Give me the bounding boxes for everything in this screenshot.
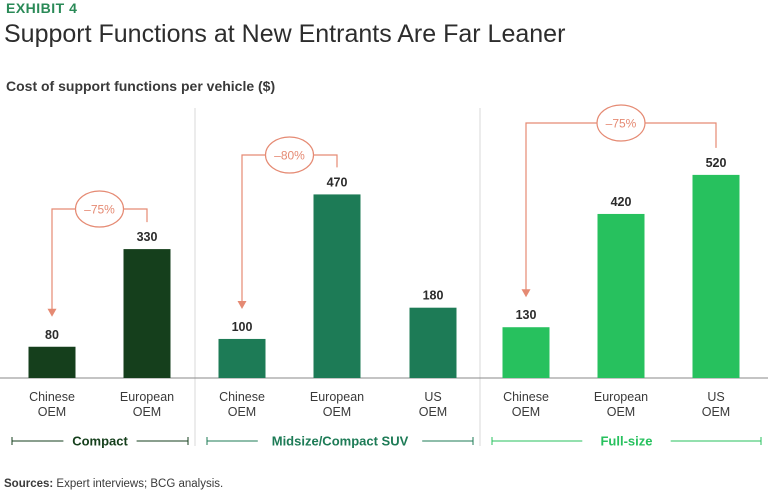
data-label: 100 bbox=[232, 320, 253, 334]
bar-compact-2 bbox=[123, 249, 171, 378]
data-label: 470 bbox=[327, 175, 348, 189]
tick-label: Chinese bbox=[219, 390, 265, 404]
tick-label: OEM bbox=[323, 405, 351, 419]
tick-label: European bbox=[594, 390, 648, 404]
change-arrowhead bbox=[237, 300, 247, 309]
change-label: –80% bbox=[274, 149, 305, 163]
data-label: 130 bbox=[516, 308, 537, 322]
change-label: –75% bbox=[84, 203, 115, 217]
tick-label: US bbox=[424, 390, 441, 404]
change-arrowhead bbox=[47, 308, 57, 317]
change-arrowhead bbox=[521, 289, 531, 298]
sources-label: Sources: bbox=[4, 478, 54, 490]
tick-label: OEM bbox=[702, 405, 730, 419]
tick-label: OEM bbox=[512, 405, 540, 419]
tick-label: European bbox=[120, 390, 174, 404]
sources-text: Expert interviews; BCG analysis. bbox=[53, 478, 224, 490]
tick-label: OEM bbox=[228, 405, 256, 419]
change-label: –75% bbox=[606, 117, 637, 131]
tick-label: OEM bbox=[419, 405, 447, 419]
data-label: 520 bbox=[706, 156, 727, 170]
change-circle bbox=[264, 136, 315, 174]
exhibit-label: EXHIBIT 4 bbox=[6, 0, 78, 16]
tick-label: OEM bbox=[607, 405, 635, 419]
bar-compact-1 bbox=[28, 346, 76, 378]
bar-fullsize-2 bbox=[597, 213, 645, 378]
data-label: 180 bbox=[423, 289, 444, 303]
sources-note: Sources: Expert interviews; BCG analysis… bbox=[4, 478, 223, 490]
page-title: Support Functions at New Entrants Are Fa… bbox=[4, 20, 566, 48]
category-label-compact: Compact bbox=[72, 434, 128, 449]
change-circle bbox=[74, 190, 125, 228]
tick-label: Chinese bbox=[29, 390, 75, 404]
change-circle bbox=[596, 104, 646, 142]
bar-fullsize-1 bbox=[502, 327, 550, 378]
tick-label: OEM bbox=[38, 405, 66, 419]
data-label: 80 bbox=[45, 328, 59, 342]
data-label: 330 bbox=[137, 230, 158, 244]
data-label: 420 bbox=[611, 195, 632, 209]
bar-chart: 80ChineseOEM330EuropeanOEM–75%Compact100… bbox=[0, 104, 768, 449]
bar-fullsize-3 bbox=[692, 174, 740, 378]
tick-label: European bbox=[310, 390, 364, 404]
tick-label: Chinese bbox=[503, 390, 549, 404]
chart-title: Cost of support functions per vehicle ($… bbox=[6, 78, 276, 94]
category-label-midsize: Midsize/Compact SUV bbox=[272, 434, 409, 449]
bar-midsize-2 bbox=[313, 194, 361, 378]
tick-label: OEM bbox=[133, 405, 161, 419]
category-label-fullsize: Full-size bbox=[600, 434, 652, 449]
tick-label: US bbox=[707, 390, 724, 404]
bar-midsize-1 bbox=[218, 338, 266, 378]
bar-midsize-3 bbox=[409, 307, 457, 378]
